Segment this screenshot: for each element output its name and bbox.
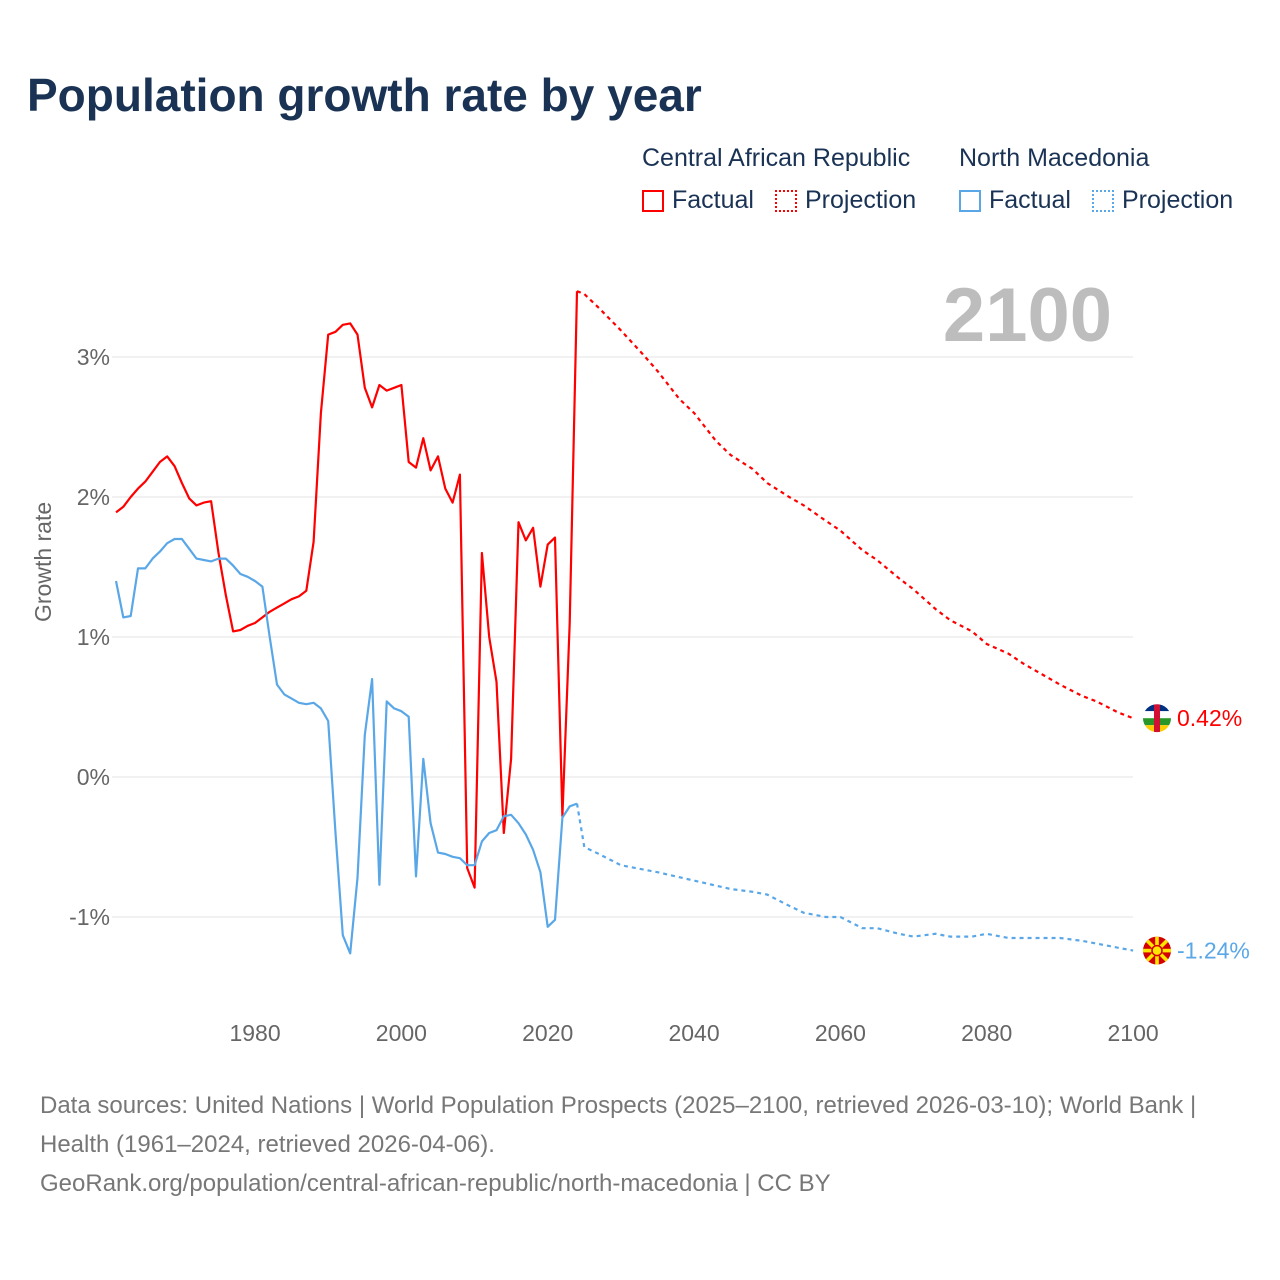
series-line-factual [114, 537, 578, 955]
end-value-label: 0.42% [1177, 705, 1242, 731]
y-tick-label: 3% [77, 344, 110, 370]
series-line-projection [576, 290, 1134, 720]
x-tick-label: 1980 [229, 1020, 280, 1046]
legend-group-car: Central African Republic [642, 144, 911, 172]
data-sources: Data sources: United Nations | World Pop… [40, 1092, 1197, 1158]
legend-nmk-factual[interactable]: Factual [959, 186, 1071, 215]
footer: Data sources: United Nations | World Pop… [40, 1086, 1240, 1203]
legend-nmk-projection[interactable]: Projection [1092, 186, 1233, 215]
x-tick-label: 2020 [522, 1020, 573, 1046]
x-tick-label: 2000 [376, 1020, 427, 1046]
legend-swatch-dotted [775, 189, 797, 212]
legend-label: Factual [989, 186, 1071, 214]
y-tick-label: 1% [77, 624, 110, 650]
x-tick-label: 2100 [1107, 1020, 1158, 1046]
y-tick-label: 2% [77, 484, 110, 510]
x-tick-label: 2040 [668, 1020, 719, 1046]
series-line-projection [575, 803, 1134, 952]
source-link[interactable]: GeoRank.org/population/central-african-r… [40, 1170, 831, 1197]
chart-title: Population growth rate by year [27, 69, 702, 121]
x-tick-label: 2080 [961, 1020, 1012, 1046]
legend-label: Projection [1122, 186, 1234, 214]
legend-swatch-solid [959, 189, 981, 212]
north-macedonia-flag-icon [1143, 936, 1171, 965]
y-tick-label: -1% [69, 904, 110, 930]
legend-group-nmk: North Macedonia [959, 144, 1150, 172]
legend-swatch-dotted [1092, 189, 1114, 212]
legend-swatch-solid [642, 189, 664, 212]
end-value-label: -1.24% [1177, 938, 1250, 964]
legend-label: Factual [672, 186, 754, 214]
car-flag-icon [1143, 704, 1171, 733]
x-tick-label: 2060 [815, 1020, 866, 1046]
legend-car-projection[interactable]: Projection [775, 186, 916, 215]
current-year-label: 2100 [942, 273, 1112, 358]
series-line-factual [115, 291, 579, 889]
legend-label: Projection [805, 186, 917, 214]
legend-car-factual[interactable]: Factual [642, 186, 754, 215]
y-tick-label: 0% [77, 764, 110, 790]
